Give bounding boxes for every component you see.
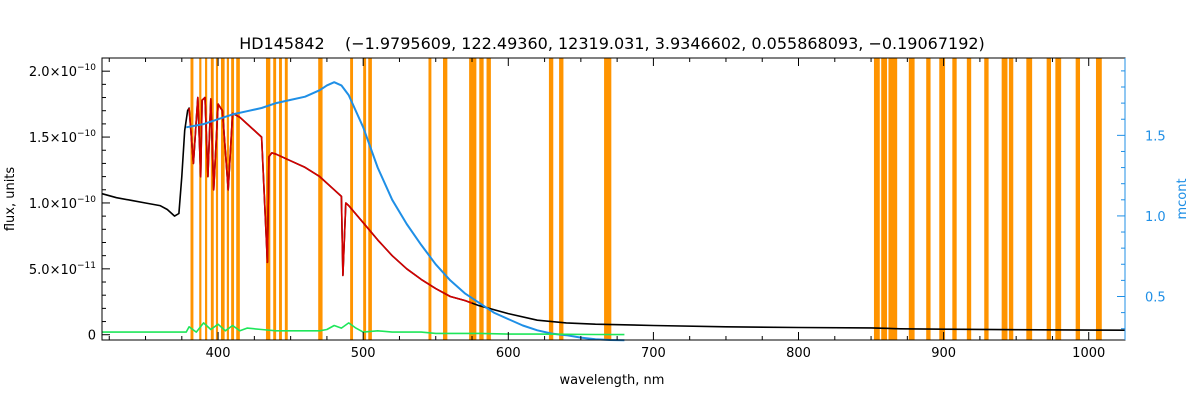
masked-region-24 (604, 58, 612, 340)
masked-region-34 (1001, 58, 1008, 340)
masked-region-6 (226, 58, 229, 340)
x-tick-label: 1000 (1072, 346, 1105, 361)
plot-frame (101, 57, 1126, 341)
masked-region-36 (1026, 58, 1033, 340)
masked-region-39 (1075, 58, 1081, 340)
masked-region-18 (443, 58, 448, 340)
masked-region-1 (199, 58, 202, 340)
x-tick-label: 500 (351, 346, 376, 361)
masked-region-28 (908, 58, 915, 340)
y-axis-label: flux, units (3, 167, 18, 232)
masked-region-32 (966, 58, 972, 340)
y2-axis-ticks: 0.5 1.0 1.5 (1117, 70, 1166, 330)
x-tick-label: 700 (641, 346, 666, 361)
y-tick-label: 1.5×10−10 (29, 129, 96, 146)
x-tick-label: 900 (931, 346, 956, 361)
masked-region-40 (1095, 58, 1102, 340)
continuum-series-line (186, 81, 625, 342)
x-tick-label: 400 (206, 346, 231, 361)
masked-region-7 (231, 58, 235, 340)
x-tick-label: 600 (496, 346, 521, 361)
masked-region-26 (881, 58, 888, 340)
masked-region-16 (368, 58, 372, 340)
masked-region-5 (220, 58, 225, 340)
y-tick-label: 1.0×10−10 (29, 195, 96, 212)
y2-tick-label: 0.5 (1145, 290, 1166, 305)
masked-region-27 (888, 58, 898, 340)
masked-regions (190, 58, 1102, 340)
masked-region-29 (926, 58, 931, 340)
y-tick-label: 0 (88, 329, 96, 344)
masked-region-14 (350, 58, 354, 340)
masked-region-21 (486, 58, 491, 340)
masked-region-4 (215, 58, 219, 340)
masked-region-19 (469, 58, 477, 340)
masked-region-0 (190, 58, 194, 340)
y2-tick-label: 1.5 (1145, 129, 1166, 144)
masked-region-23 (559, 58, 564, 340)
masked-region-20 (479, 58, 484, 340)
x-axis-label: wavelength, nm (560, 373, 665, 388)
masked-region-35 (1008, 58, 1014, 340)
masked-region-8 (236, 58, 240, 340)
masked-region-33 (984, 58, 989, 340)
masked-region-25 (873, 58, 880, 340)
masked-region-2 (205, 58, 208, 340)
masked-region-10 (273, 58, 277, 340)
chart-title: HD145842 (−1.9795609, 122.49360, 12319.0… (239, 34, 985, 53)
model-series-line (188, 96, 473, 304)
y2-tick-label: 1.0 (1145, 210, 1166, 225)
y-axis-ticks: 0 5.0×10−11 1.0×10−10 1.5×10−10 2.0×10−10 (29, 63, 110, 344)
masked-region-12 (284, 58, 288, 340)
y2-axis-label: mcont (1175, 178, 1190, 219)
masked-region-17 (428, 58, 432, 340)
series-lines (101, 81, 1126, 342)
masked-region-11 (279, 58, 282, 340)
x-axis-ticks: 400 500 600 700 800 900 1000 (108, 58, 1105, 361)
y-tick-label: 5.0×10−11 (29, 261, 96, 278)
masked-region-15 (363, 58, 367, 340)
residual-series-line (102, 322, 625, 336)
masked-region-37 (1046, 58, 1051, 340)
masked-region-13 (318, 58, 323, 340)
masked-region-38 (1055, 58, 1062, 340)
y-tick-label: 2.0×10−10 (29, 63, 96, 80)
masked-region-31 (952, 58, 957, 340)
x-tick-label: 800 (786, 346, 811, 361)
masked-region-3 (210, 58, 214, 340)
masked-region-22 (548, 58, 554, 340)
masked-region-30 (939, 58, 946, 340)
